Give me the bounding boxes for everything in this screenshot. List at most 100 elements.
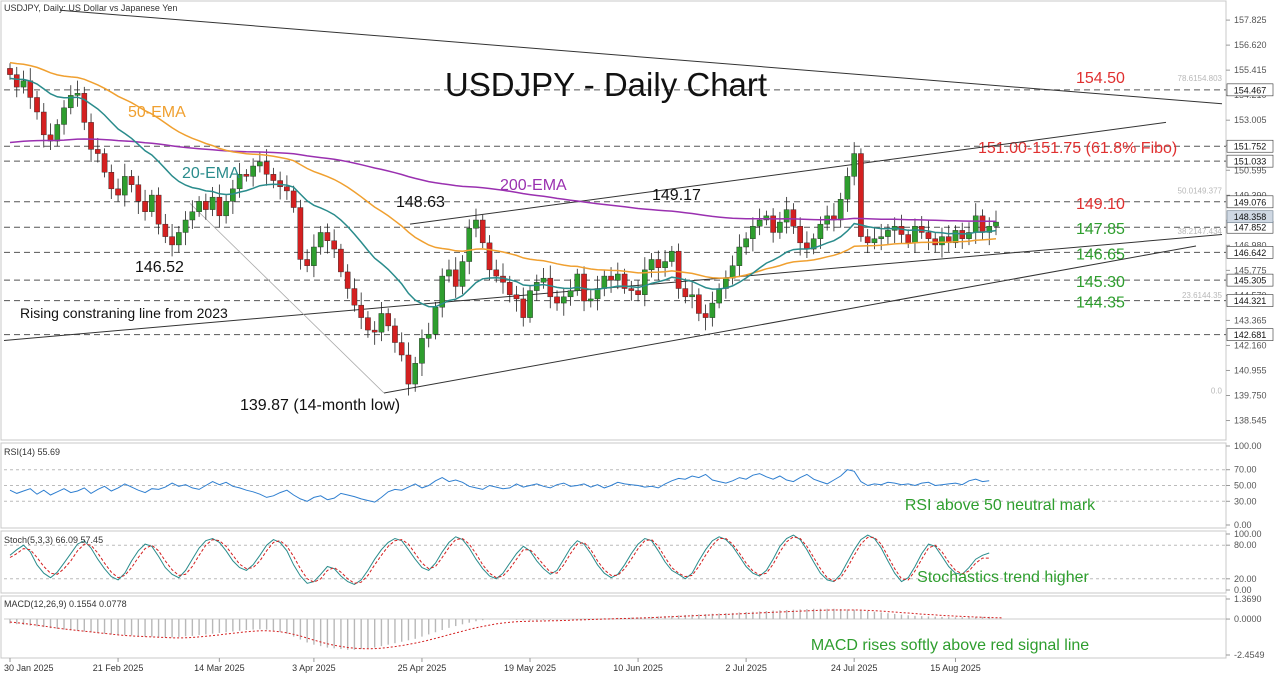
x-tick-label: 25 Apr 2025: [398, 663, 447, 673]
stoch-tick-label: 0.00: [1234, 585, 1252, 595]
level-value-label: 144.321: [1234, 296, 1267, 306]
candle-body: [608, 275, 614, 281]
price-tick-label: 138.545: [1234, 416, 1267, 426]
candle-body: [419, 338, 425, 364]
candle-body: [743, 238, 749, 248]
candle-body: [669, 250, 675, 262]
level-value-box: [1226, 294, 1274, 307]
candle-body: [601, 275, 608, 289]
candle-body: [750, 226, 756, 239]
x-axis: 30 Jan 2025 21 Feb 2025 14 Mar 2025 3 Apr 2…: [4, 658, 981, 673]
candle-body: [365, 317, 371, 331]
candle-body: [560, 296, 567, 304]
annotation-146-52: 146.52: [135, 259, 184, 276]
stoch-k-line: [9, 534, 990, 585]
candle-body: [304, 259, 310, 266]
price-tick-label: 142.160: [1234, 340, 1267, 350]
price-tick-label: 143.365: [1234, 315, 1267, 325]
candle-body: [898, 226, 905, 235]
candle-body: [203, 201, 209, 210]
candle-body: [40, 111, 47, 136]
candle-body: [223, 201, 229, 217]
candle-body: [236, 174, 243, 190]
level-value-label: 146.642: [1234, 248, 1267, 258]
stoch-tick-label: 20.00: [1234, 574, 1257, 584]
candle-body: [155, 194, 162, 225]
candle-body: [412, 363, 419, 385]
candle-body: [770, 215, 776, 233]
candle-body: [858, 153, 864, 237]
candle-body: [439, 275, 446, 308]
candle-body: [587, 298, 594, 302]
candle-body: [378, 313, 385, 333]
ema50-label: 50-EMA: [128, 104, 186, 121]
stoch-tick-label: 80.00: [1234, 540, 1257, 550]
price-tick-label: 156.620: [1234, 40, 1267, 50]
candle-body: [270, 174, 277, 181]
candle-body: [648, 259, 655, 271]
candle-body: [696, 294, 702, 314]
candle-body: [216, 196, 223, 217]
level-annotation: 145.30: [1076, 274, 1125, 291]
candle-body: [13, 74, 20, 88]
fib-label: 0.0: [1211, 387, 1223, 396]
price-tick-label: 150.595: [1234, 165, 1267, 175]
rsi-panel: 100.00 70.00 50.00 30.00 0.00: [4, 441, 1262, 530]
ema20-line: [9, 77, 997, 308]
fib-swing-line: [189, 203, 385, 394]
candle-body: [682, 288, 689, 298]
candle-body: [344, 271, 351, 289]
level-value-box: [1226, 246, 1274, 259]
candle-body: [189, 211, 196, 221]
candle-body: [520, 298, 527, 318]
candle-body: [972, 215, 979, 233]
long-term-resistance-line: [59, 9, 1223, 105]
candle-body: [756, 219, 763, 227]
candle-body: [250, 165, 256, 177]
candle-body: [385, 313, 391, 327]
candle-body: [736, 246, 743, 266]
candle-body: [115, 188, 121, 196]
level-value-label: 151.033: [1234, 157, 1267, 167]
candle-body: [317, 232, 324, 248]
candle-body: [162, 223, 169, 237]
current-price-box: [1226, 210, 1274, 224]
rsi-note: RSI above 50 neutral mark: [905, 497, 1096, 514]
ema200-line: [9, 138, 996, 222]
candle-body: [709, 302, 716, 318]
candle-body: [547, 277, 554, 298]
candle-body: [533, 282, 540, 291]
candle-body: [574, 273, 581, 291]
level-value-label: 151.752: [1234, 142, 1267, 152]
candle-body: [108, 172, 115, 190]
candle-body: [952, 230, 959, 244]
level-annotation: 154.50: [1076, 70, 1125, 87]
candle-body: [94, 149, 101, 154]
candle-body: [290, 190, 297, 208]
rsi-tick-label: 50.00: [1234, 481, 1257, 491]
level-value-label: 147.852: [1234, 223, 1267, 233]
candle-body: [398, 342, 405, 356]
level-annotation: 146.65: [1076, 246, 1125, 263]
candle-body: [918, 226, 925, 233]
level-annotation: 149.10: [1076, 196, 1125, 213]
macd-header: MACD(12,26,9) 0.1554 0.0778: [4, 599, 127, 609]
stoch-note: Stochastics trend higher: [917, 569, 1089, 586]
level-value-box: [1226, 195, 1274, 209]
price-tick-label: 149.390: [1234, 190, 1267, 200]
rsi-tick-label: 0.00: [1234, 520, 1252, 530]
candle-body: [763, 215, 770, 221]
chart-header: USDJPY, Daily: US Dollar vs Japanese Yen: [4, 3, 177, 13]
ema50-line: [9, 61, 997, 279]
candle-body: [135, 184, 142, 202]
candle-body: [527, 290, 533, 318]
candle-body: [176, 232, 182, 246]
candle-body: [324, 232, 331, 241]
candle-body: [479, 219, 486, 244]
x-tick-label: 10 Jun 2025: [613, 663, 663, 673]
x-tick-label: 15 Aug 2025: [930, 663, 981, 673]
price-tick-label: 146.980: [1234, 240, 1267, 250]
candle-body: [878, 236, 884, 239]
candle-body: [20, 80, 27, 88]
level-value-box: [1226, 139, 1274, 153]
